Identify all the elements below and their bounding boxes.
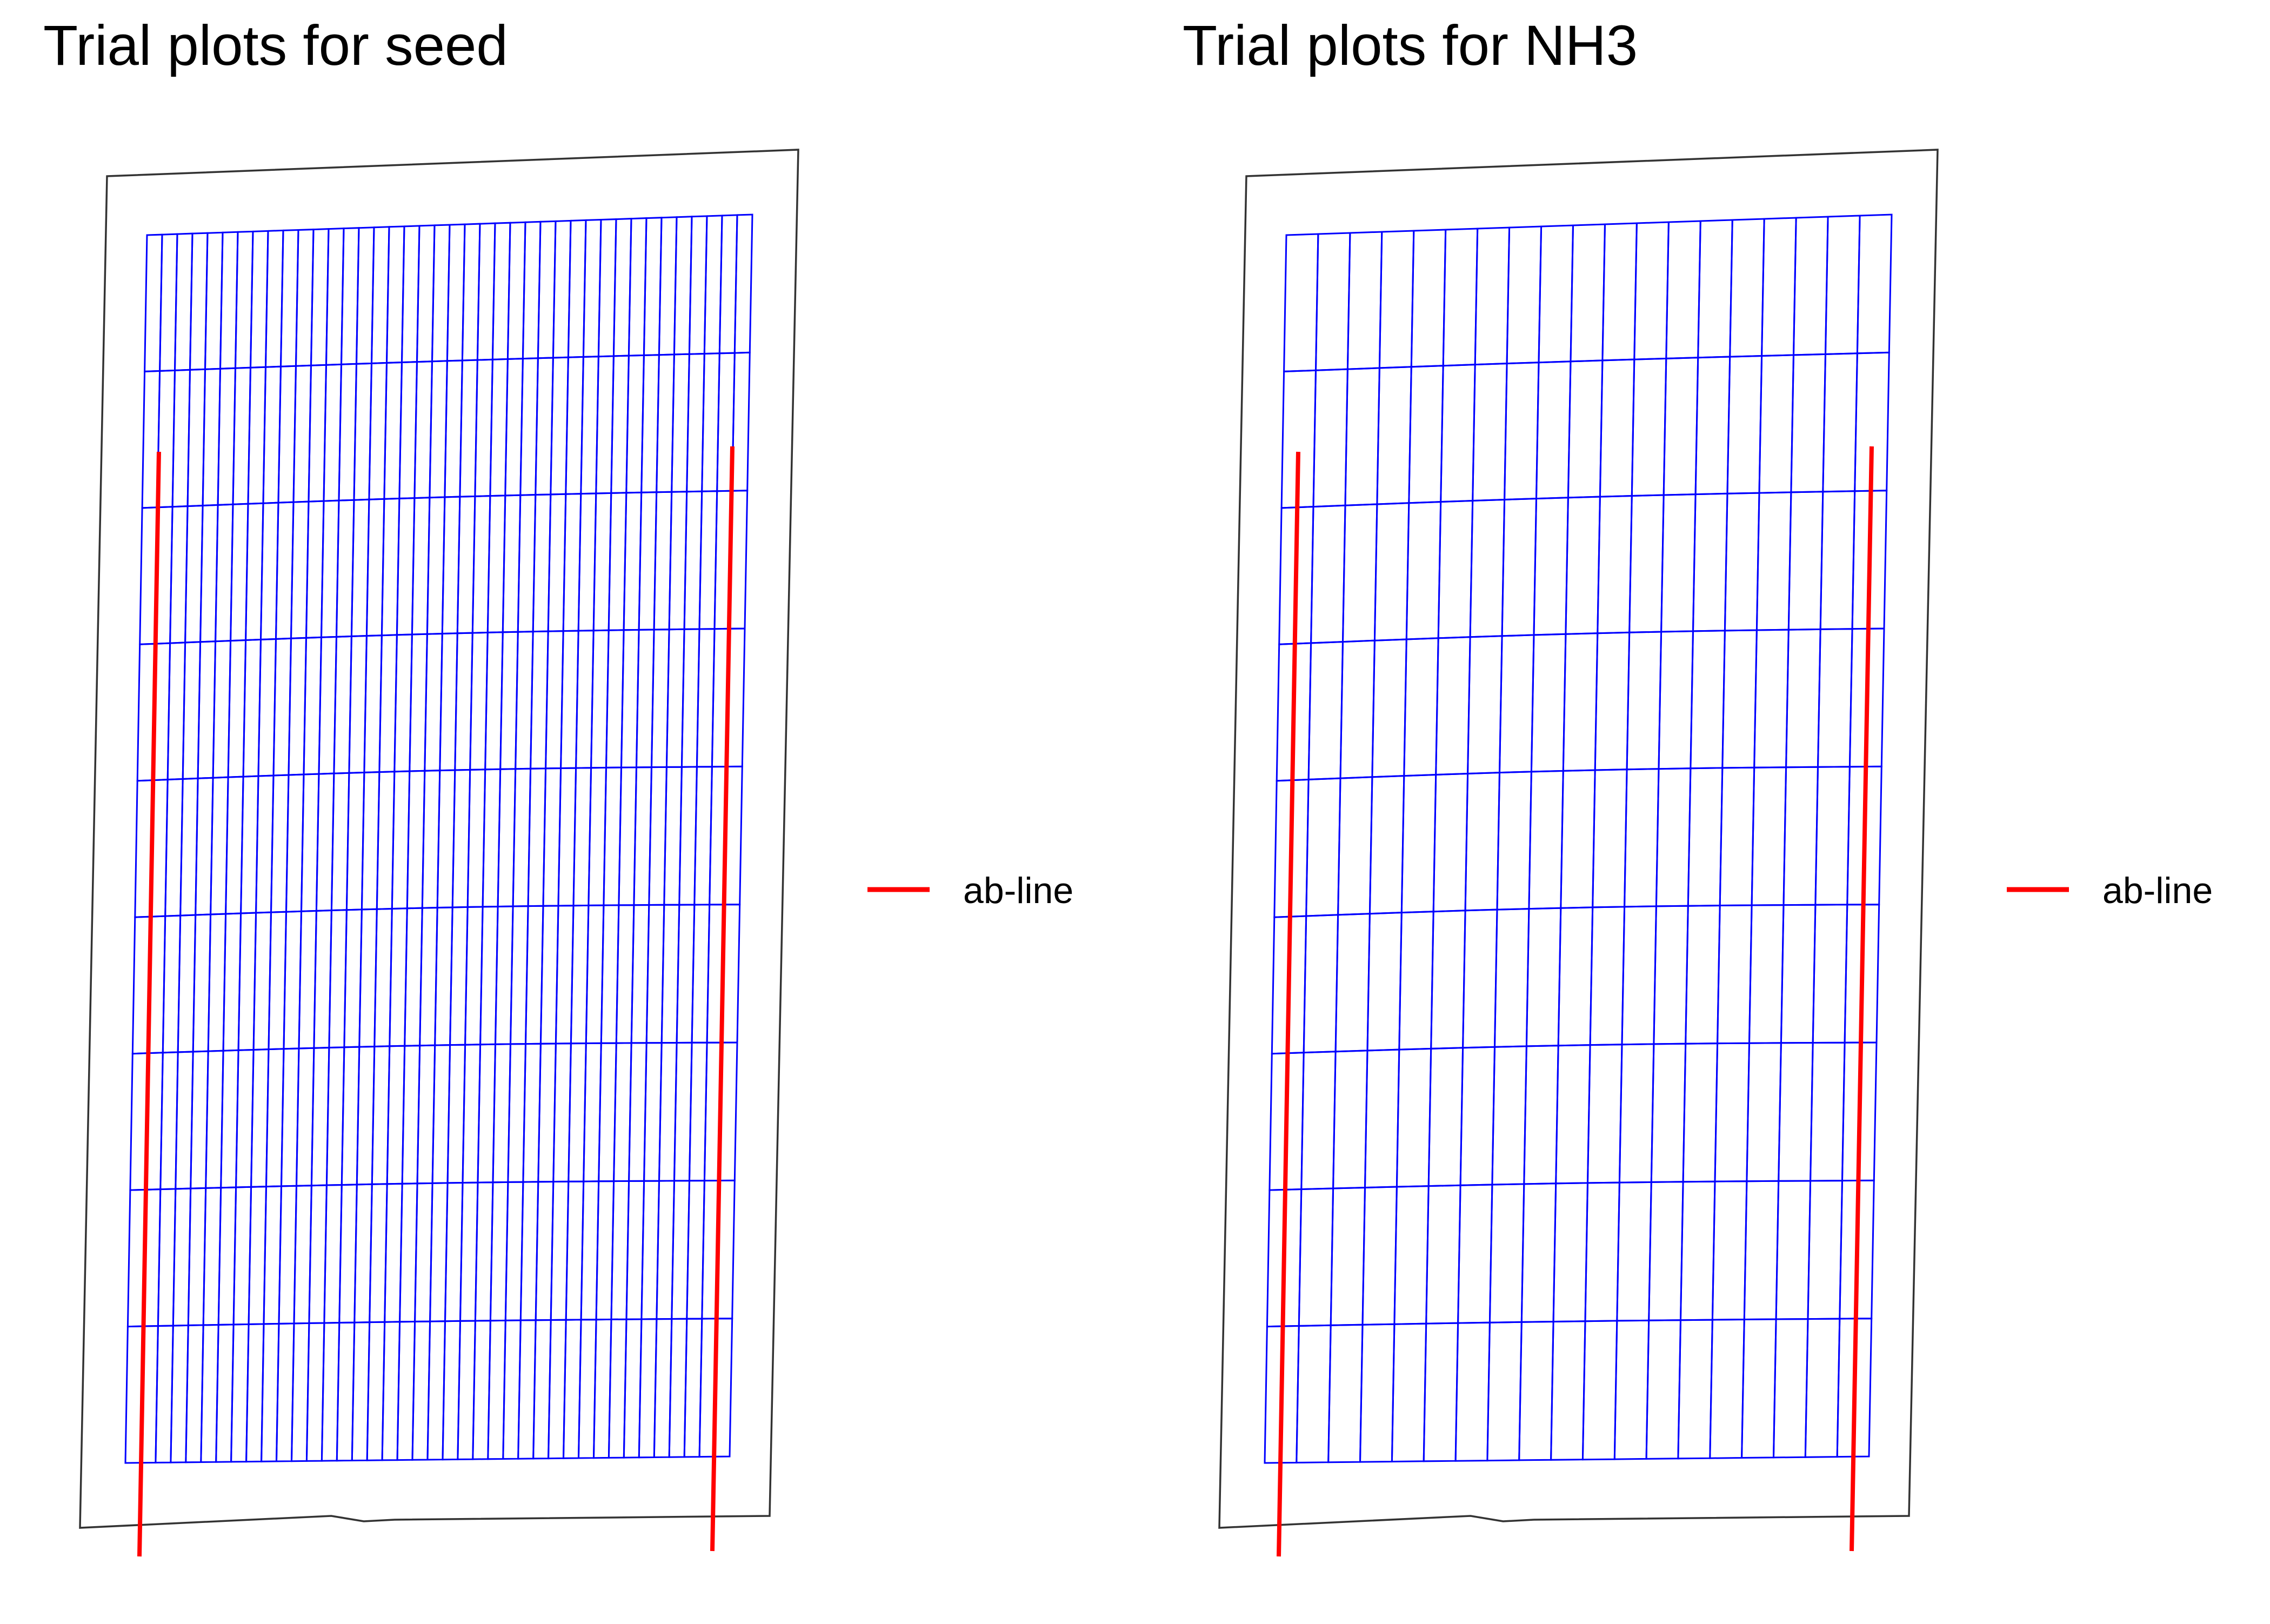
nh3-field-boundary — [1218, 149, 1939, 1529]
nh3-plot-grid — [1264, 213, 1893, 1464]
seed-panel-title: Trial plots for seed — [43, 14, 508, 77]
nh3-ab-line-2 — [1850, 446, 1874, 1552]
seed-panel: Trial plots for seed ab-line — [43, 14, 1073, 1557]
trial-plot — [1836, 1318, 1873, 1458]
nh3-legend-label: ab-line — [2102, 870, 2213, 911]
seed-ab-line-1 — [137, 451, 161, 1557]
nh3-legend: ab-line — [2007, 870, 2213, 911]
nh3-ab-line-1 — [1277, 451, 1300, 1557]
seed-field-boundary — [79, 149, 799, 1529]
nh3-field-map — [1218, 149, 1939, 1557]
nh3-panel-title: Trial plots for NH3 — [1183, 14, 1638, 77]
seed-legend: ab-line — [867, 870, 1073, 911]
seed-plot-grid — [124, 213, 753, 1464]
seed-legend-label: ab-line — [963, 870, 1073, 911]
seed-field-map — [79, 149, 799, 1557]
nh3-panel: Trial plots for NH3 ab-line — [1183, 14, 2213, 1557]
seed-ab-line-2 — [710, 446, 735, 1552]
